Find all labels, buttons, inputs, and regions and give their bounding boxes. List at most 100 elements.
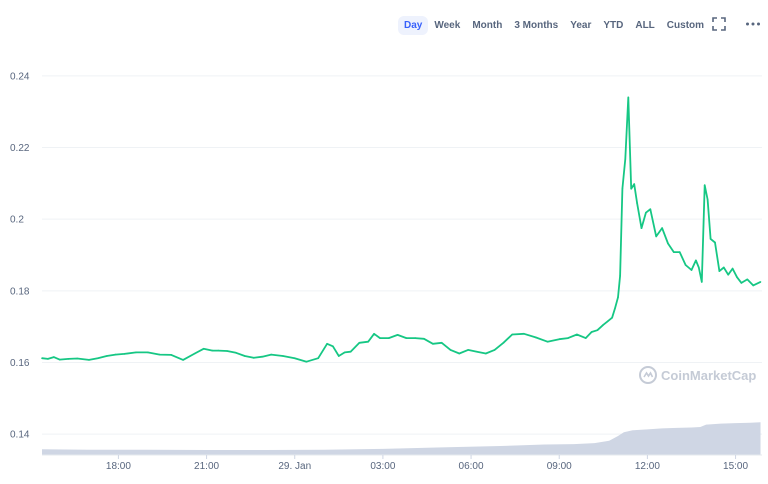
- price-point: [449, 349, 452, 351]
- price-point: [611, 316, 613, 319]
- price-point: [727, 273, 729, 276]
- watermark-text: CoinMarketCap: [661, 368, 756, 383]
- price-point: [367, 340, 370, 343]
- price-point: [752, 284, 754, 287]
- x-tick-label: 15:00: [723, 461, 748, 472]
- price-point: [114, 353, 117, 356]
- fullscreen-icon[interactable]: [711, 16, 727, 32]
- tab-year[interactable]: Year: [570, 19, 592, 31]
- price-point: [740, 282, 743, 284]
- price-point: [202, 348, 205, 350]
- price-point: [511, 333, 513, 336]
- price-point: [759, 281, 762, 283]
- price-point: [655, 235, 657, 238]
- price-point: [270, 353, 273, 356]
- price-point: [182, 359, 184, 361]
- price-point: [661, 227, 663, 229]
- price-point: [606, 320, 609, 323]
- price-series: [41, 96, 761, 363]
- price-point: [698, 266, 700, 269]
- price-point: [41, 357, 43, 360]
- y-tick-label: 0.24: [10, 71, 30, 82]
- price-point: [414, 337, 417, 339]
- coinmarketcap-logo-icon: [639, 366, 657, 384]
- x-tick-label: 09:00: [547, 461, 572, 472]
- price-point: [690, 269, 693, 271]
- price-point: [630, 187, 632, 190]
- price-point: [388, 337, 390, 339]
- x-tick-label: 18:00: [106, 461, 131, 472]
- price-point: [584, 337, 587, 339]
- watermark: CoinMarketCap: [639, 366, 756, 384]
- y-tick-label: 0.14: [10, 430, 30, 441]
- price-point: [706, 198, 709, 201]
- price-point: [649, 208, 652, 210]
- price-point: [358, 342, 361, 344]
- tab-ytd[interactable]: YTD: [603, 19, 624, 31]
- price-point: [252, 357, 255, 359]
- price-point: [67, 358, 70, 360]
- price-point: [235, 352, 237, 354]
- x-tick-label: 03:00: [370, 461, 395, 472]
- volume-series: [42, 422, 761, 455]
- price-point: [379, 337, 381, 339]
- y-tick-label: 0.18: [10, 286, 30, 297]
- price-line: [41, 96, 762, 363]
- price-point: [194, 352, 196, 355]
- price-point: [343, 351, 346, 354]
- time-range-tabs: Day Week Month 3 Months Year YTD ALL Cus…: [398, 14, 710, 36]
- price-point: [673, 251, 675, 253]
- tab-custom[interactable]: Custom: [666, 19, 705, 31]
- tab-3-months[interactable]: 3 Months: [514, 19, 559, 31]
- price-point: [701, 281, 703, 283]
- price-point: [709, 238, 712, 240]
- price-point: [567, 337, 569, 339]
- price-point: [58, 358, 61, 361]
- price-point: [432, 343, 434, 345]
- price-point: [332, 345, 334, 348]
- price-point: [558, 338, 560, 341]
- price-point: [305, 360, 308, 363]
- price-point: [534, 336, 537, 339]
- price-point: [645, 211, 647, 214]
- price-point: [147, 351, 149, 354]
- price-point: [590, 331, 593, 333]
- price-point: [170, 354, 173, 356]
- price-point: [467, 349, 469, 351]
- price-point: [493, 349, 496, 351]
- price-point: [614, 307, 616, 309]
- x-tick-label: 21:00: [194, 461, 219, 472]
- price-point: [282, 355, 284, 357]
- price-point: [123, 353, 126, 355]
- price-point: [476, 350, 478, 353]
- tab-month[interactable]: Month: [472, 19, 503, 31]
- price-point: [640, 227, 643, 229]
- tab-week[interactable]: Week: [434, 19, 461, 31]
- price-point: [619, 275, 621, 277]
- tab-all[interactable]: ALL: [635, 19, 655, 31]
- price-point: [105, 355, 108, 357]
- price-point: [47, 358, 49, 360]
- more-options-icon[interactable]: [745, 16, 761, 32]
- price-point: [485, 352, 487, 355]
- tab-day[interactable]: Day: [398, 15, 429, 35]
- price-point: [440, 342, 443, 344]
- price-point: [617, 296, 619, 299]
- price-point: [633, 183, 635, 185]
- price-point: [458, 352, 461, 355]
- price-point: [211, 349, 214, 352]
- price-point: [217, 349, 220, 352]
- price-point: [636, 202, 638, 204]
- price-point: [76, 357, 79, 360]
- price-point: [88, 359, 90, 361]
- x-tick-label: 06:00: [459, 461, 484, 472]
- price-point: [338, 355, 340, 357]
- x-tick-label: 29. Jan: [278, 461, 311, 472]
- price-point: [621, 187, 624, 190]
- price-point: [349, 350, 352, 353]
- price-point: [695, 259, 697, 262]
- price-point: [405, 337, 408, 339]
- price-point: [373, 333, 375, 335]
- price-point: [731, 267, 734, 270]
